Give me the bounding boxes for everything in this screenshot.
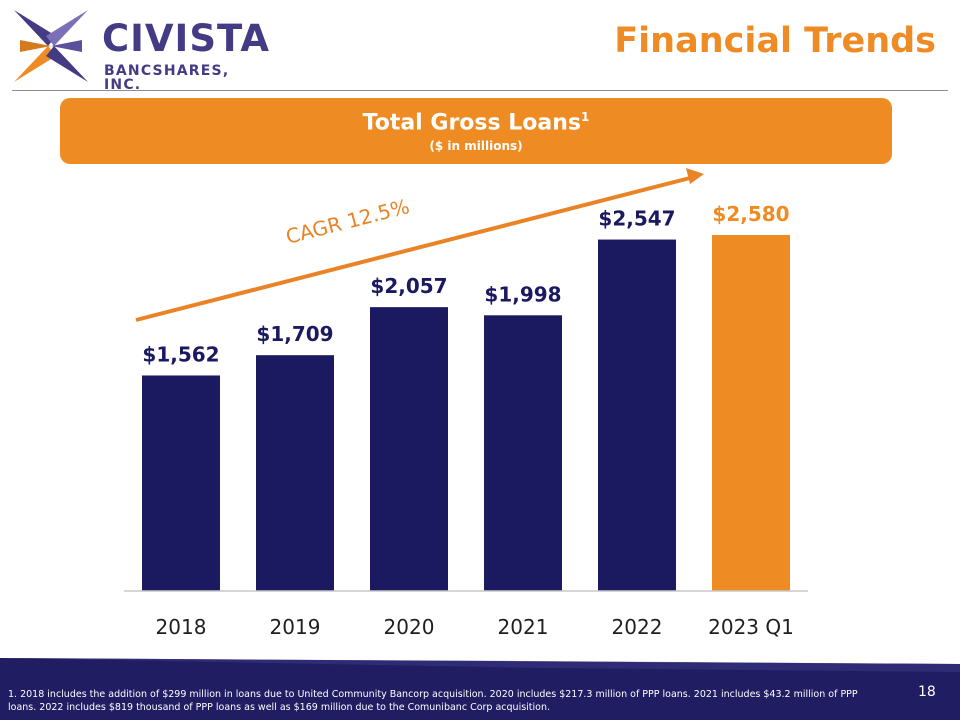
banner-title: Total Gross Loans1 [60, 102, 892, 138]
bar-value-label: $1,562 [142, 342, 219, 366]
bar-2022 [598, 239, 676, 592]
bar-value-label: $1,709 [256, 322, 333, 346]
page-number: 18 [918, 684, 936, 700]
banner-title-text: Total Gross Loans [362, 110, 581, 136]
footnote: 1. 2018 includes the addition of $299 mi… [8, 689, 858, 713]
x-tick-label: 2021 [498, 615, 549, 639]
banner-subtitle: ($ in millions) [429, 139, 523, 154]
x-tick-label: 2018 [156, 615, 207, 639]
bar-value-label: $2,547 [598, 207, 675, 231]
header-divider [12, 90, 948, 91]
bar-2023-q1 [712, 235, 790, 591]
cagr-arrowhead-icon [686, 168, 704, 184]
cagr-trend-arrow-line [135, 176, 691, 322]
bar-value-label: $2,057 [370, 274, 447, 298]
chart-title-banner: Total Gross Loans1 ($ in millions) [60, 98, 892, 164]
star-logo-icon [14, 10, 88, 82]
x-tick-label: 2023 Q1 [708, 615, 794, 639]
bar-2018 [142, 375, 220, 591]
cagr-annotation: CAGR 12.5% [283, 194, 412, 249]
x-tick-label: 2020 [384, 615, 435, 639]
bar-value-label: $1,998 [484, 282, 561, 306]
logo-subtitle: BANCSHARES, INC. [104, 63, 230, 93]
page-title: Financial Trends [614, 21, 936, 61]
logo-name: CIVISTA [102, 17, 270, 60]
bar-2019 [256, 355, 334, 591]
bar-value-label: $2,580 [712, 202, 789, 226]
bar-2020 [370, 307, 448, 591]
footnote-marker: 1 [581, 110, 590, 124]
civista-logo: CIVISTA BANCSHARES, INC. [14, 10, 269, 92]
x-tick-label: 2019 [270, 615, 321, 639]
x-tick-label: 2022 [612, 615, 663, 639]
bar-2021 [484, 315, 562, 591]
